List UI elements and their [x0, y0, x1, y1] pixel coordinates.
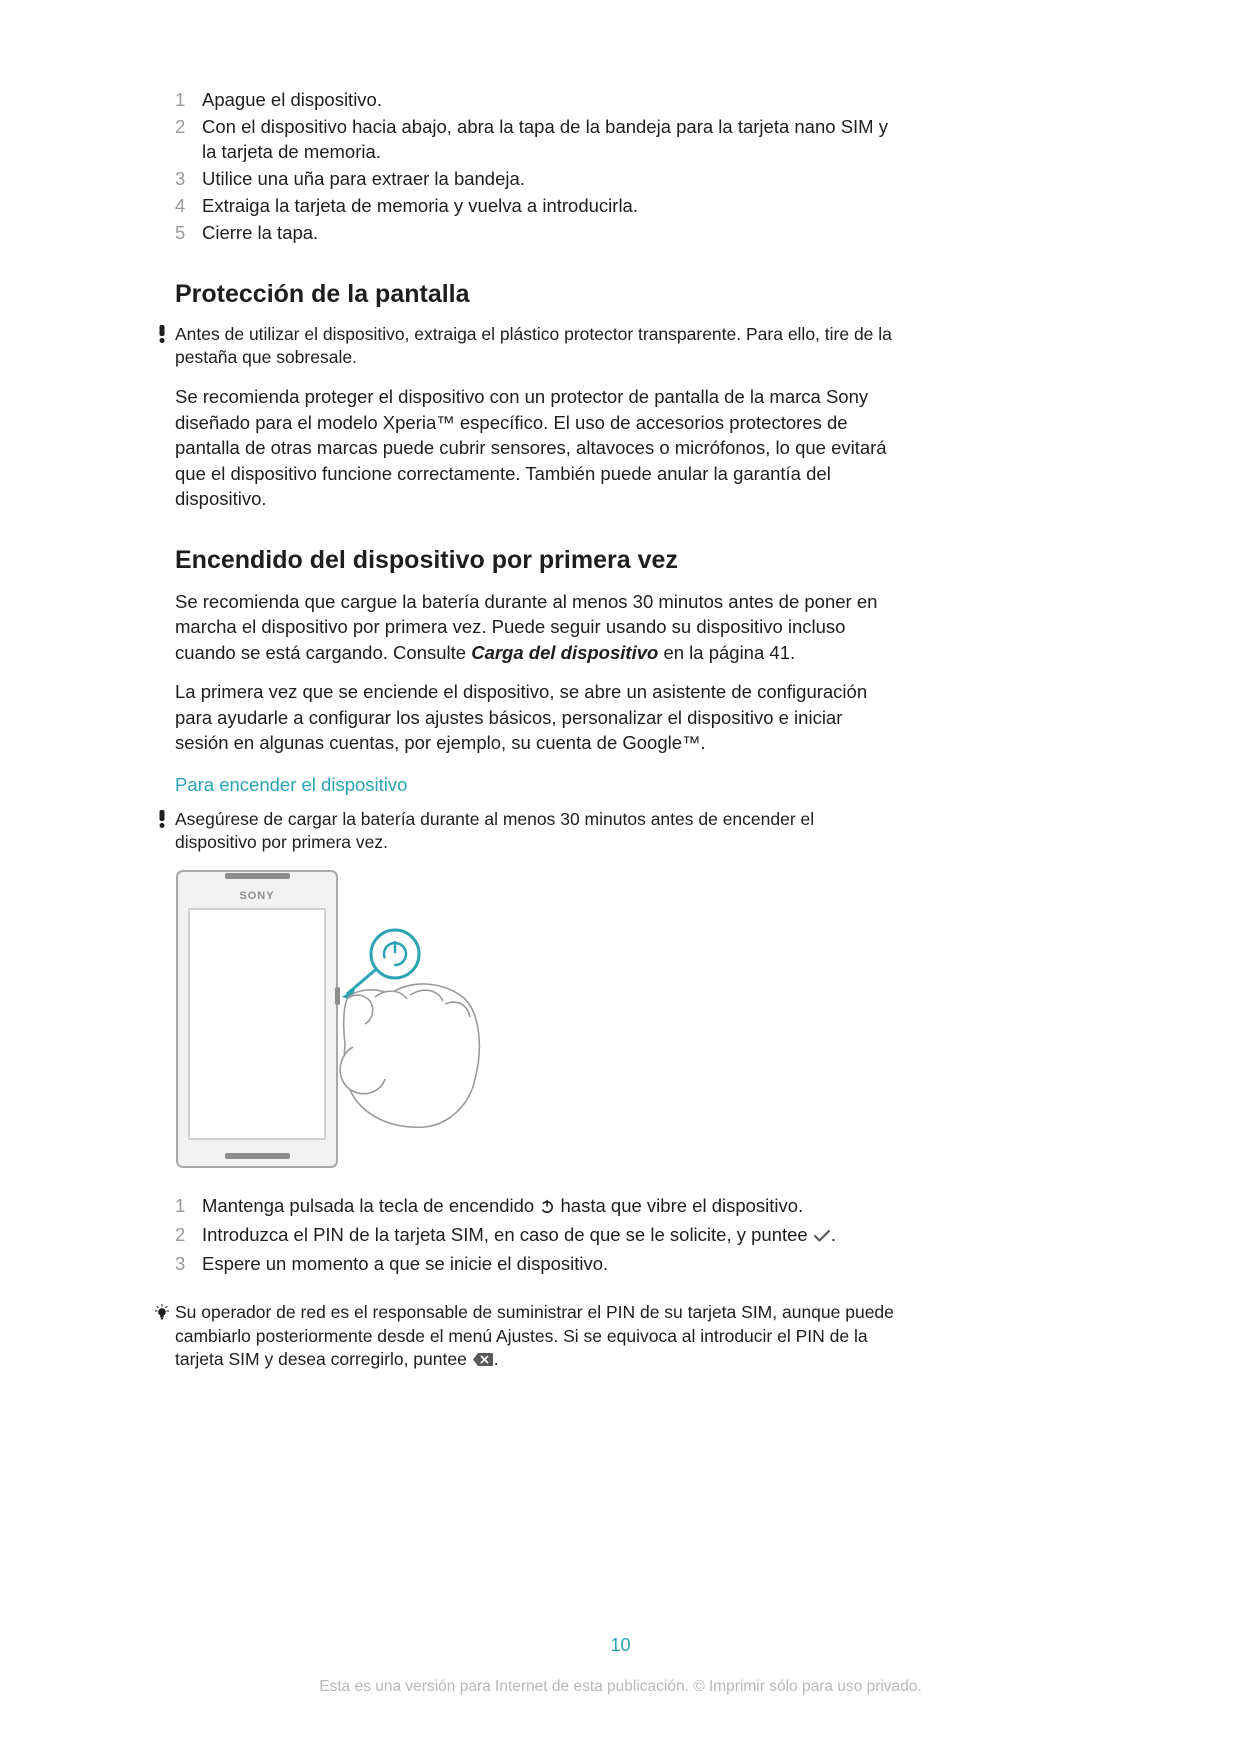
step-number: 3	[175, 167, 202, 192]
footer-disclaimer: Esta es una versión para Internet de est…	[0, 1678, 1241, 1696]
step-text: Mantenga pulsada la tecla de encendido h…	[202, 1194, 803, 1221]
step-number: 3	[175, 1252, 202, 1277]
numbered-list-bottom: 1 Mantenga pulsada la tecla de encendido…	[175, 1194, 895, 1277]
list-item: 3 Utilice una uña para extraer la bandej…	[175, 167, 895, 192]
list-item: 1 Apague el dispositivo.	[175, 88, 895, 113]
step-text: Apague el dispositivo.	[202, 88, 382, 113]
paragraph: Se recomienda que cargue la batería dura…	[175, 589, 895, 666]
step-text: Espere un momento a que se inicie el dis…	[202, 1252, 608, 1277]
numbered-list-top: 1 Apague el dispositivo. 2 Con el dispos…	[175, 88, 895, 246]
checkmark-icon	[813, 1225, 831, 1250]
list-item: 5 Cierre la tapa.	[175, 221, 895, 246]
step-number: 1	[175, 88, 202, 113]
step-number: 4	[175, 194, 202, 219]
power-icon	[539, 1196, 555, 1221]
important-note: Asegúrese de cargar la batería durante a…	[149, 808, 895, 855]
content-column: 1 Apague el dispositivo. 2 Con el dispos…	[175, 88, 895, 1374]
step-number: 2	[175, 1223, 202, 1248]
paragraph: Se recomienda proteger el dispositivo co…	[175, 384, 895, 512]
page: 1 Apague el dispositivo. 2 Con el dispos…	[0, 0, 1241, 1754]
step-number: 1	[175, 1194, 202, 1219]
step-text: Cierre la tapa.	[202, 221, 318, 246]
exclamation-icon	[149, 808, 175, 828]
list-item: 3 Espere un momento a que se inicie el d…	[175, 1252, 895, 1277]
figure-phone-power: SONY	[175, 869, 895, 1174]
tip-note: Su operador de red es el responsable de …	[149, 1301, 895, 1374]
inline-link-carga[interactable]: Carga del dispositivo	[471, 642, 658, 663]
list-item: 4 Extraiga la tarjeta de memoria y vuelv…	[175, 194, 895, 219]
step-text: Con el dispositivo hacia abajo, abra la …	[202, 115, 895, 165]
lightbulb-icon	[149, 1301, 175, 1321]
step-text: Introduzca el PIN de la tarjeta SIM, en …	[202, 1223, 836, 1250]
step-text: Utilice una uña para extraer la bandeja.	[202, 167, 525, 192]
list-item: 1 Mantenga pulsada la tecla de encendido…	[175, 1194, 895, 1221]
phone-brand-label: SONY	[239, 890, 274, 902]
paragraph: La primera vez que se enciende el dispos…	[175, 679, 895, 756]
list-item: 2 Introduzca el PIN de la tarjeta SIM, e…	[175, 1223, 895, 1250]
note-text: Asegúrese de cargar la batería durante a…	[175, 808, 895, 855]
tip-text: Su operador de red es el responsable de …	[175, 1301, 895, 1374]
note-text: Antes de utilizar el dispositivo, extrai…	[175, 323, 895, 370]
page-number: 10	[0, 1635, 1241, 1656]
para-text: en la página 41.	[658, 642, 795, 663]
delete-x-icon	[472, 1350, 494, 1374]
list-item: 2 Con el dispositivo hacia abajo, abra l…	[175, 115, 895, 165]
important-note: Antes de utilizar el dispositivo, extrai…	[149, 323, 895, 370]
section-title-encendido: Encendido del dispositivo por primera ve…	[175, 546, 895, 575]
exclamation-icon	[149, 323, 175, 343]
section-title-protection: Protección de la pantalla	[175, 280, 895, 309]
step-text: Extraiga la tarjeta de memoria y vuelva …	[202, 194, 638, 219]
step-number: 5	[175, 221, 202, 246]
step-number: 2	[175, 115, 202, 140]
subheading-encender: Para encender el dispositivo	[175, 774, 895, 796]
